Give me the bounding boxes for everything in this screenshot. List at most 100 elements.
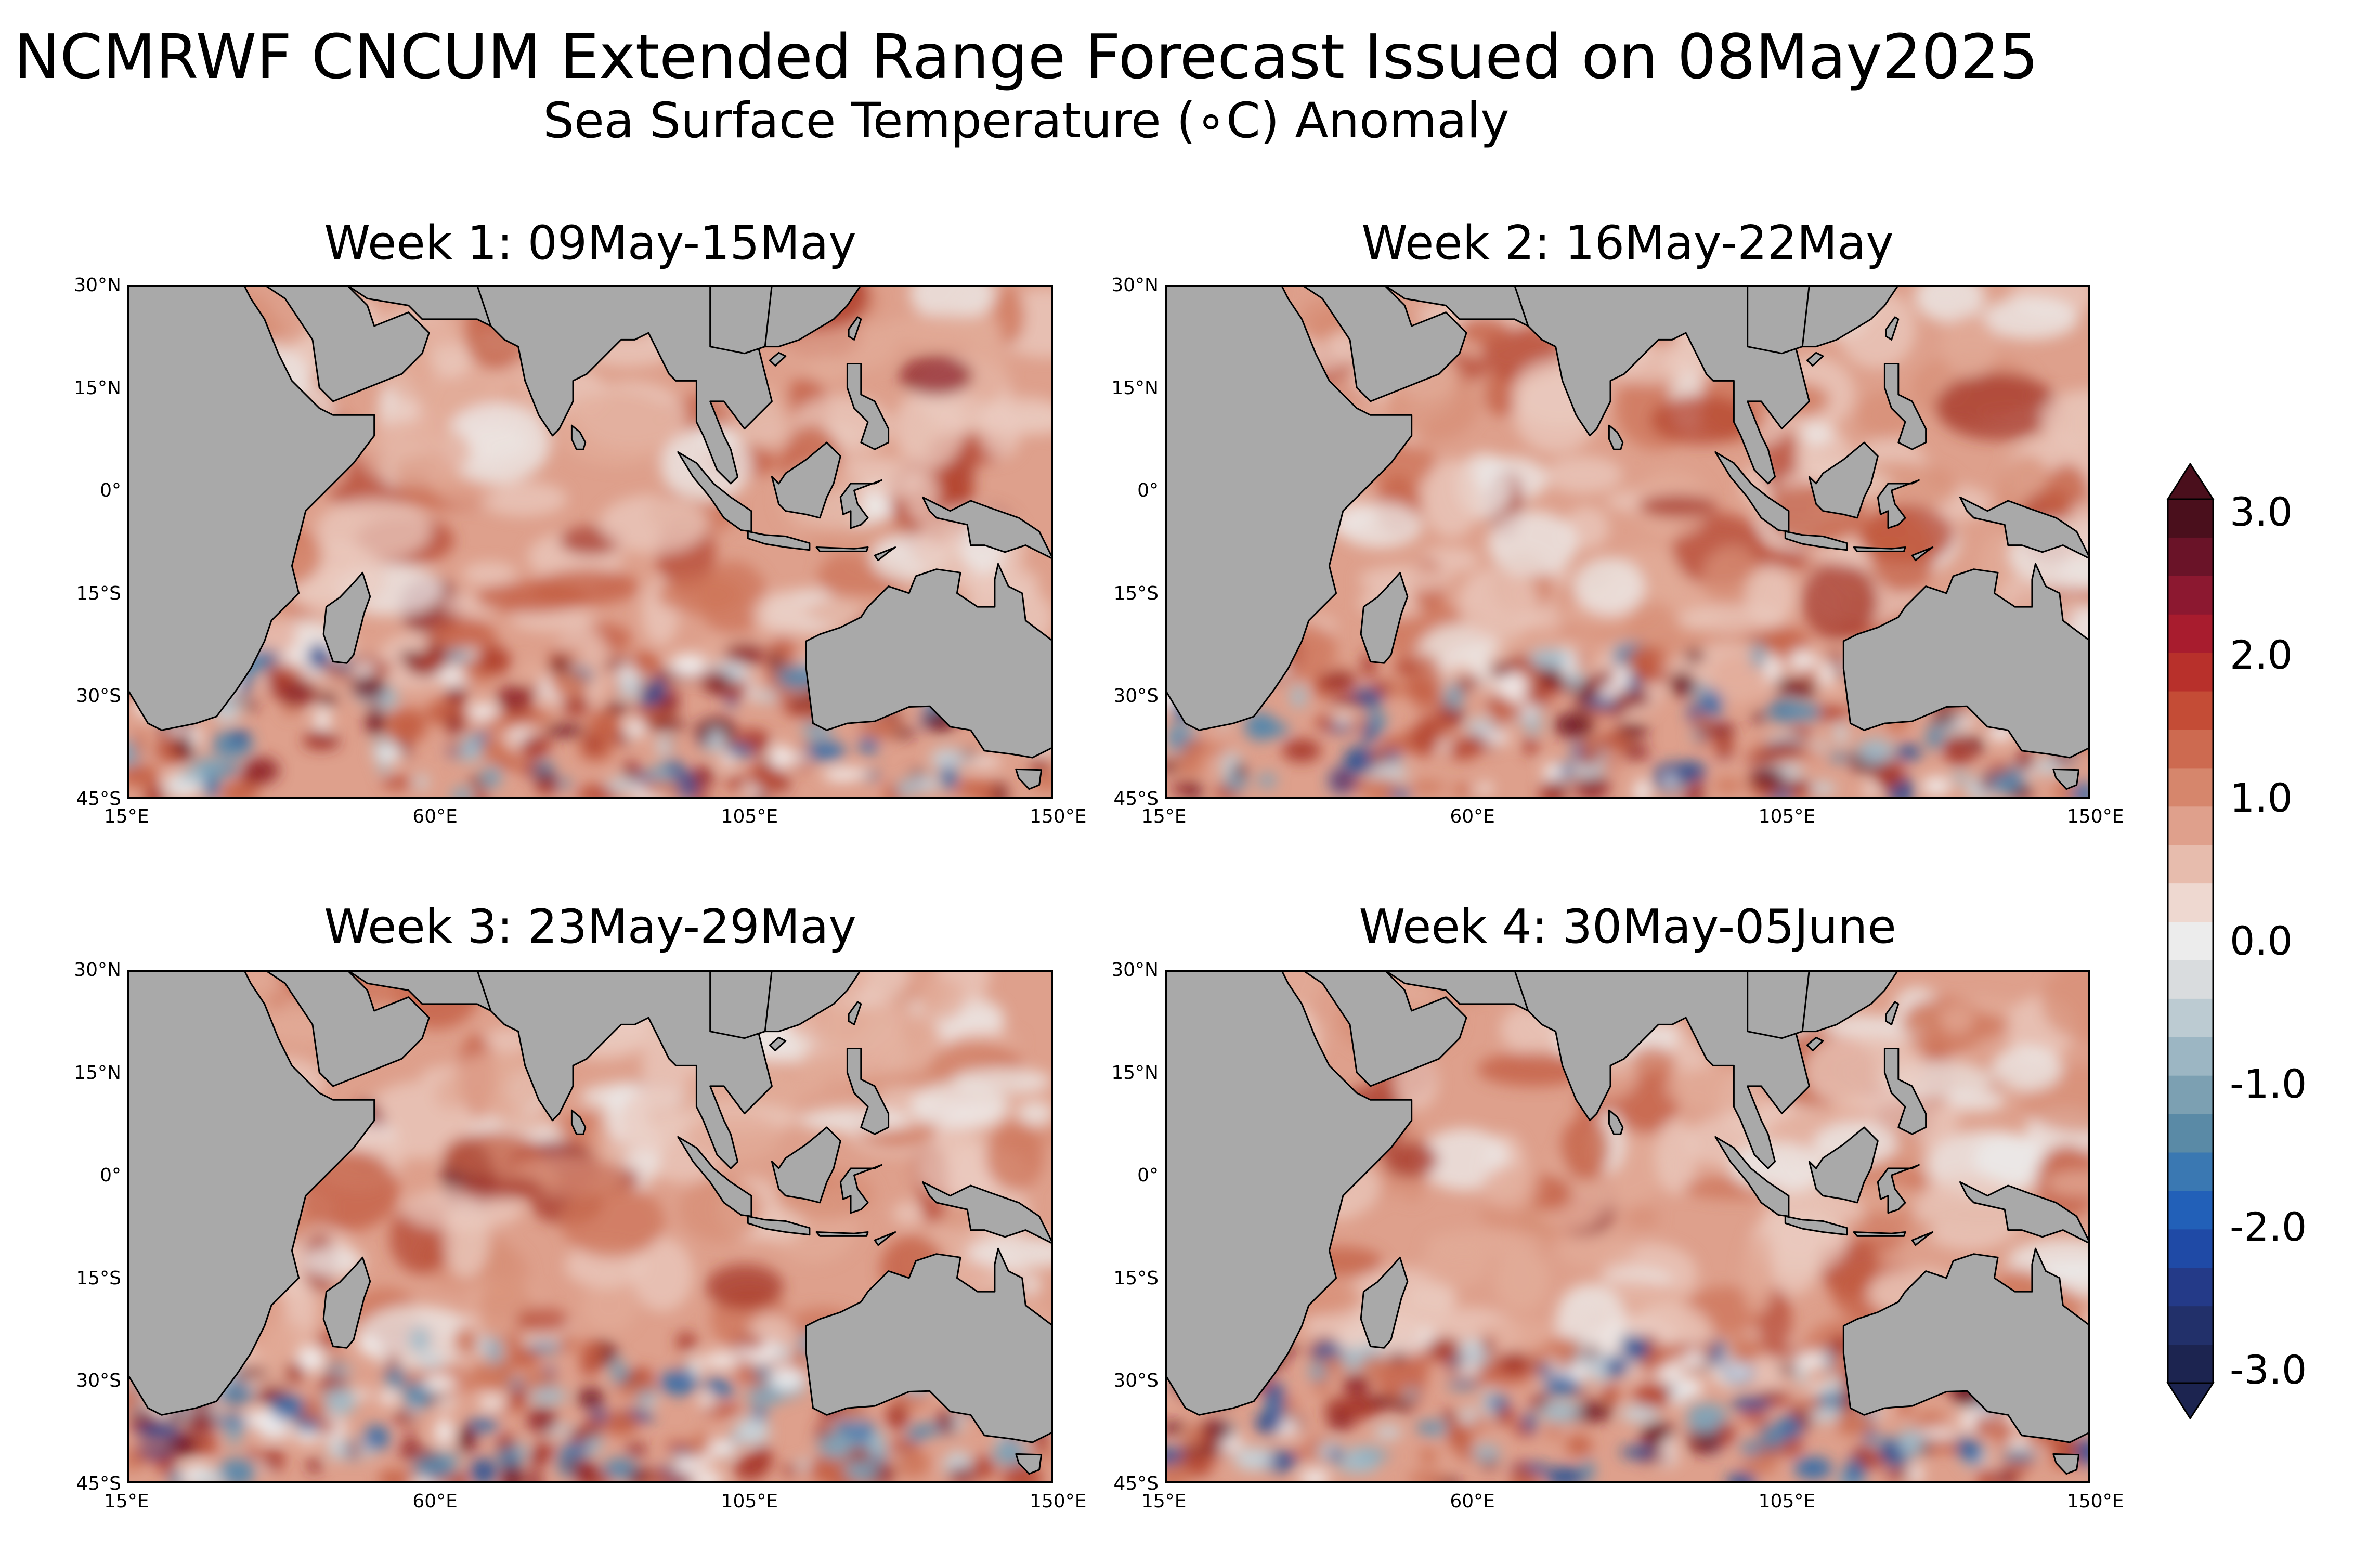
lon-tick-label: 15°E xyxy=(1141,806,1187,827)
lon-tick-label: 15°E xyxy=(104,1491,149,1512)
land-taiwan xyxy=(848,1001,862,1025)
colorbar-swatch xyxy=(2168,998,2213,1038)
colorbar-swatch xyxy=(2168,960,2213,999)
lon-tick-label: 15°E xyxy=(104,806,149,827)
land-timor xyxy=(1911,1231,1934,1246)
lat-tick-label: 30°S xyxy=(1113,1370,1159,1392)
lat-tick-label: 15°N xyxy=(1111,1062,1159,1084)
land-indochina xyxy=(1747,285,1810,355)
lat-tick-label: 30°S xyxy=(1113,685,1159,707)
land-sulawesi xyxy=(1877,1164,1920,1214)
colorbar-swatch xyxy=(2168,1306,2213,1345)
sst-anomaly-field xyxy=(127,970,1053,1483)
colorbar-swatch xyxy=(2168,1229,2213,1268)
colorbar-swatch xyxy=(2168,883,2213,922)
land-tasmania xyxy=(1015,1453,1043,1475)
land-africa xyxy=(127,285,375,731)
panel-1-title: Week 1: 09May-15May xyxy=(324,216,856,270)
land-timor xyxy=(1911,546,1934,562)
panel-2-title: Week 2: 16May-22May xyxy=(1361,216,1894,270)
land-borneo xyxy=(1808,1126,1879,1204)
land-madagascar xyxy=(1360,571,1409,664)
lat-tick-label: 30°N xyxy=(74,959,121,981)
land-africa xyxy=(1165,285,1413,731)
map-week-1 xyxy=(127,285,1053,799)
colorbar-label-0: 0.0 xyxy=(2230,918,2293,964)
land-madagascar xyxy=(322,571,371,664)
sst-anomaly-field xyxy=(127,285,1053,799)
lon-tick-label: 150°E xyxy=(2067,1491,2124,1512)
lat-tick-label: 15°S xyxy=(1113,1267,1159,1289)
land-sri-lanka xyxy=(570,424,587,450)
land-java xyxy=(747,530,811,551)
colorbar-swatch xyxy=(2168,1152,2213,1191)
lat-tick-label: 45°S xyxy=(76,788,121,810)
land-tasmania xyxy=(2052,1453,2080,1475)
panel-4-title: Week 4: 30May-05June xyxy=(1359,900,1896,954)
map-week-2 xyxy=(1165,285,2090,799)
lat-tick-label: 0° xyxy=(1137,1165,1159,1187)
land-australia xyxy=(1842,1247,2090,1443)
map-week-3 xyxy=(127,970,1053,1483)
lon-tick-label: 150°E xyxy=(1030,806,1087,827)
land-sri-lanka xyxy=(570,1109,587,1135)
colorbar-swatch xyxy=(2168,1191,2213,1230)
land-hainan xyxy=(1806,1036,1824,1051)
colorbar-swatch xyxy=(2168,768,2213,807)
sst-anomaly-field xyxy=(1165,285,2090,799)
lat-tick-label: 45°S xyxy=(1113,1473,1159,1494)
lat-tick-label: 15°S xyxy=(76,1267,121,1289)
land-madagascar xyxy=(1360,1256,1409,1349)
lat-tick-label: 0° xyxy=(100,1165,121,1187)
land-australia xyxy=(805,563,1053,759)
lat-tick-label: 15°S xyxy=(1113,582,1159,604)
land-flores xyxy=(1853,1231,1906,1237)
land-new-guinea xyxy=(1959,1181,2090,1245)
land-tasmania xyxy=(2052,768,2080,790)
land-madagascar xyxy=(322,1256,371,1349)
land-africa xyxy=(1165,970,1413,1416)
land-sri-lanka xyxy=(1608,1109,1624,1135)
land-timor xyxy=(874,1231,896,1246)
colorbar-swatch xyxy=(2168,1037,2213,1076)
colorbar xyxy=(2166,462,2215,1420)
sst-anomaly-field xyxy=(1165,970,2090,1483)
colorbar-swatch xyxy=(2168,1268,2213,1307)
lon-tick-label: 105°E xyxy=(721,1491,778,1512)
lat-tick-label: 30°N xyxy=(1111,959,1159,981)
lat-tick-label: 30°S xyxy=(76,1370,121,1392)
colorbar-swatch xyxy=(2168,1114,2213,1153)
land-arabia xyxy=(264,970,430,1087)
colorbar-swatch xyxy=(2168,576,2213,615)
colorbar-swatch xyxy=(2168,1345,2213,1384)
lon-tick-label: 150°E xyxy=(1030,1491,1087,1512)
land-hainan xyxy=(769,351,787,367)
land-tasmania xyxy=(1015,768,1043,790)
land-indochina xyxy=(1747,970,1810,1039)
lon-tick-label: 105°E xyxy=(1758,1491,1816,1512)
land-arabia xyxy=(1301,285,1467,402)
land-indochina xyxy=(709,285,773,355)
lon-tick-label: 105°E xyxy=(1758,806,1816,827)
land-philippines xyxy=(1883,363,1927,450)
land-africa xyxy=(127,970,375,1416)
land-australia xyxy=(1842,563,2090,759)
colorbar-swatch xyxy=(2168,730,2213,769)
land-philippines xyxy=(846,1048,890,1135)
land-sulawesi xyxy=(839,1164,882,1214)
colorbar-swatch xyxy=(2168,614,2213,654)
land-philippines xyxy=(846,363,890,450)
land-flores xyxy=(1853,546,1906,552)
lon-tick-label: 60°E xyxy=(412,1491,458,1512)
land-taiwan xyxy=(848,316,862,341)
land-borneo xyxy=(771,1126,841,1204)
land-java xyxy=(1784,1215,1848,1236)
lat-tick-label: 45°S xyxy=(1113,788,1159,810)
land-indochina xyxy=(709,970,773,1039)
land-new-guinea xyxy=(922,496,1053,560)
colorbar-swatch xyxy=(2168,653,2213,692)
lon-tick-label: 15°E xyxy=(1141,1491,1187,1512)
lat-tick-label: 15°S xyxy=(76,582,121,604)
land-hainan xyxy=(769,1036,787,1051)
map-week-4 xyxy=(1165,970,2090,1483)
